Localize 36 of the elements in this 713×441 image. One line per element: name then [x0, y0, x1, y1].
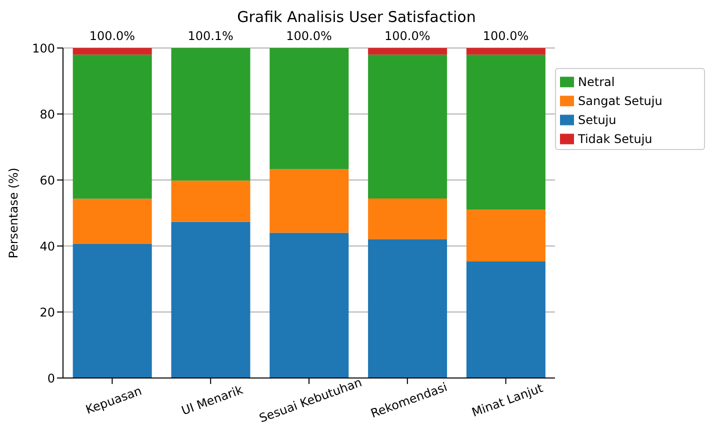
legend-label: Tidak Setuju	[578, 132, 652, 146]
bar	[270, 169, 349, 233]
y-tick-label: 20	[40, 305, 55, 320]
y-tick-label: 40	[40, 239, 55, 254]
bar	[270, 232, 349, 378]
y-tick-label: 100	[32, 41, 55, 56]
total-label: 100.0%	[286, 29, 332, 43]
bar	[72, 48, 152, 55]
bar	[72, 198, 152, 244]
bar	[171, 180, 250, 222]
bar	[171, 48, 250, 181]
bar	[368, 48, 448, 55]
legend-label: Sangat Setuju	[578, 94, 662, 108]
total-label: 100.1%	[188, 29, 234, 43]
bar	[466, 262, 546, 378]
bar	[466, 210, 546, 262]
bar	[72, 244, 152, 378]
y-tick-label: 0	[47, 371, 55, 386]
y-tick-label: 60	[40, 173, 55, 188]
y-tick-label: 80	[40, 107, 55, 122]
x-tick-label: Minat Lanjut	[470, 380, 545, 420]
chart-title: Grafik Analisis User Satisfaction	[236, 8, 477, 28]
bar	[368, 54, 448, 198]
bar	[368, 239, 448, 378]
legend-label: Netral	[578, 75, 615, 89]
total-label: 100.0%	[482, 29, 529, 43]
bar	[368, 198, 448, 240]
bar	[466, 54, 546, 210]
bar	[171, 222, 250, 378]
y-axis-title: Persentase (%)	[6, 168, 20, 258]
legend-label: Setuju	[578, 113, 616, 127]
bar	[466, 48, 546, 55]
total-label: 100.0%	[384, 29, 430, 43]
bar	[270, 48, 349, 170]
total-label: 100.0%	[89, 29, 136, 43]
bar	[72, 54, 152, 199]
